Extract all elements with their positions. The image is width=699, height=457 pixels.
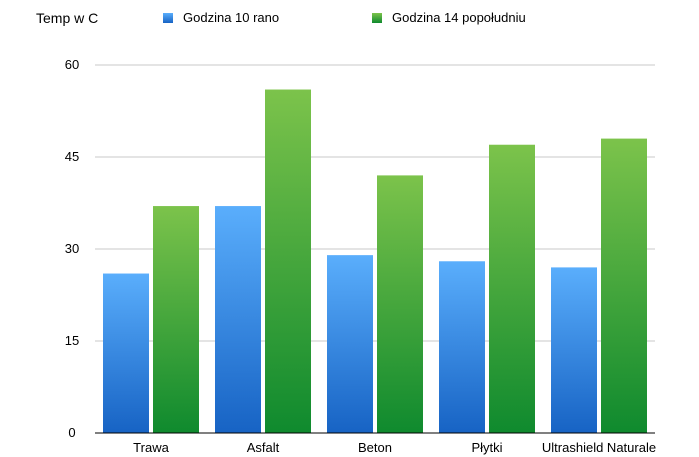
y-tick-label: 60 xyxy=(65,57,79,72)
legend-swatch-series-2 xyxy=(372,12,382,23)
y-tick-label: 30 xyxy=(65,241,79,256)
bar-series-2-4 xyxy=(601,138,647,433)
x-tick-label: Asfalt xyxy=(247,440,280,455)
bar-series-2-3 xyxy=(489,144,535,433)
y-tick-label: 15 xyxy=(65,333,79,348)
bar-series-2-1 xyxy=(265,89,311,434)
bar-series-1-3 xyxy=(439,261,485,433)
x-tick-label: Beton xyxy=(358,440,392,455)
y-axis-label: Temp w C xyxy=(36,10,99,26)
legend-swatch-series-1 xyxy=(163,12,173,23)
y-tick-label: 0 xyxy=(68,425,75,440)
bar-series-1-1 xyxy=(215,206,261,433)
bar-series-2-2 xyxy=(377,175,423,433)
x-tick-label: Trawa xyxy=(133,440,169,455)
legend-item-series-1: Godzina 10 rano xyxy=(163,10,279,25)
bar-series-1-0 xyxy=(103,273,149,433)
x-tick-label: Ultrashield Naturale xyxy=(542,440,656,455)
bar-series-2-0 xyxy=(153,206,199,433)
legend-label-series-2: Godzina 14 popołudniu xyxy=(392,10,526,25)
x-tick-label: Płytki xyxy=(471,440,502,455)
legend-label-series-1: Godzina 10 rano xyxy=(183,10,280,25)
y-tick-label: 45 xyxy=(65,149,79,164)
legend-item-series-2: Godzina 14 popołudniu xyxy=(372,10,526,25)
bar-series-1-2 xyxy=(327,255,373,433)
bar-series-1-4 xyxy=(551,267,597,433)
